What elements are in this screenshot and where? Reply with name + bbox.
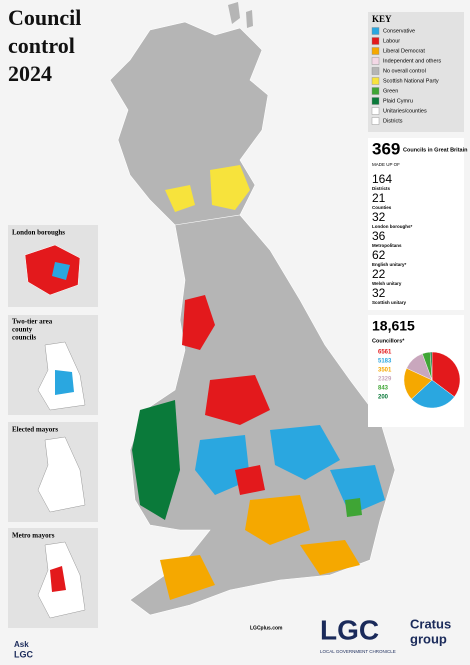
type-label: Districts — [372, 186, 391, 191]
key-swatch — [371, 27, 380, 35]
panel-title: Elected mayors — [12, 426, 58, 434]
london-map — [52, 262, 70, 280]
brand-sub: LOCAL GOVERNMENT CHRONICLE — [320, 649, 396, 654]
breakdown-label: 2329 — [378, 377, 392, 383]
panel-title: Two-tier area — [12, 318, 53, 326]
type-count: 21 — [372, 191, 386, 205]
panel-title: county — [12, 326, 33, 334]
key-label: Plaid Cymru — [383, 98, 413, 104]
breakdown-label: 5183 — [378, 359, 392, 365]
type-count: 32 — [372, 210, 386, 224]
key-swatch — [371, 67, 380, 75]
type-label: English unitary* — [372, 262, 407, 267]
panel-title: London boroughs — [12, 229, 65, 237]
key-label: Green — [383, 88, 398, 94]
ask: Ask — [14, 640, 29, 649]
key-swatch — [371, 117, 380, 125]
total-count: 369 — [372, 139, 400, 158]
region — [210, 165, 250, 210]
key-label: Independent and others — [383, 58, 441, 64]
made-up-of: MADE UP OF — [372, 162, 400, 167]
region — [160, 555, 215, 600]
breakdown-label: 200 — [378, 395, 389, 401]
left-panels: London boroughs Two-tier area county cou… — [8, 225, 98, 628]
region — [245, 495, 310, 545]
panel-title: Metro mayors — [12, 532, 55, 540]
councillors-total: 18,615 — [372, 318, 415, 334]
islands — [228, 2, 253, 28]
pie-slice — [429, 351, 433, 381]
pie-slice — [411, 379, 455, 409]
key-swatch — [371, 47, 380, 55]
mayors-map — [37, 436, 86, 513]
sponsor: Cratus — [410, 616, 451, 631]
breakdown-label: 3501 — [378, 368, 392, 374]
key-label: Liberal Democrat — [383, 48, 425, 54]
region — [205, 375, 270, 425]
brand: LGC — [320, 614, 379, 645]
metro-map — [50, 566, 66, 592]
panel-title: councils — [12, 334, 36, 342]
councillors-label: Councillors* — [372, 338, 405, 344]
region — [270, 425, 340, 480]
type-label: Welsh unitary — [372, 281, 402, 286]
key-box — [368, 12, 464, 132]
key-swatch — [371, 107, 380, 115]
key-swatch — [371, 97, 380, 105]
key-items: Conservative Labour Liberal Democrat Indepe… — [371, 27, 441, 125]
region — [345, 498, 362, 517]
type-count: 36 — [372, 229, 386, 243]
type-label: Metropolitans — [372, 243, 402, 248]
two-tier-map — [55, 370, 74, 395]
title: control — [8, 33, 75, 58]
region — [165, 185, 195, 212]
key-title: KEY — [372, 14, 392, 24]
type-count: 22 — [372, 267, 386, 281]
key-swatch — [371, 77, 380, 85]
web: LGCplus.com — [250, 625, 283, 631]
type-label: Scottish unitary — [372, 300, 407, 305]
key-swatch — [371, 87, 380, 95]
type-label: London boroughs* — [372, 224, 412, 229]
key-label: No overall control — [383, 68, 426, 74]
title: 2024 — [8, 61, 52, 86]
type-count: 32 — [372, 286, 386, 300]
key-swatch — [371, 57, 380, 65]
pie-slice — [431, 351, 461, 398]
region — [330, 465, 385, 515]
london-map — [24, 244, 81, 296]
type-count: 62 — [372, 248, 386, 262]
map — [109, 2, 396, 616]
total-label: Councils in Great Britain — [403, 147, 468, 153]
title: Council — [8, 5, 81, 30]
key-label: Conservative — [383, 28, 415, 34]
region — [182, 295, 215, 350]
sponsor: group — [410, 631, 447, 646]
ask-brand: LGC — [14, 649, 33, 659]
breakdown: 6561 5183 3501 2329 843 200 — [378, 350, 461, 409]
breakdown-label: 843 — [378, 386, 389, 392]
key-label: Unitaries/counties — [383, 108, 427, 114]
region — [235, 465, 265, 495]
key-swatch — [371, 37, 380, 45]
key-label: Districts — [383, 118, 403, 124]
key-label: Scottish National Party — [383, 78, 439, 84]
region — [300, 540, 360, 575]
type-count: 164 — [372, 172, 392, 186]
key-label: Labour — [383, 38, 400, 44]
type-label: Counties — [372, 205, 392, 210]
breakdown-label: 6561 — [378, 350, 392, 356]
region — [132, 400, 180, 520]
totals-box — [368, 138, 464, 310]
region — [195, 435, 250, 495]
